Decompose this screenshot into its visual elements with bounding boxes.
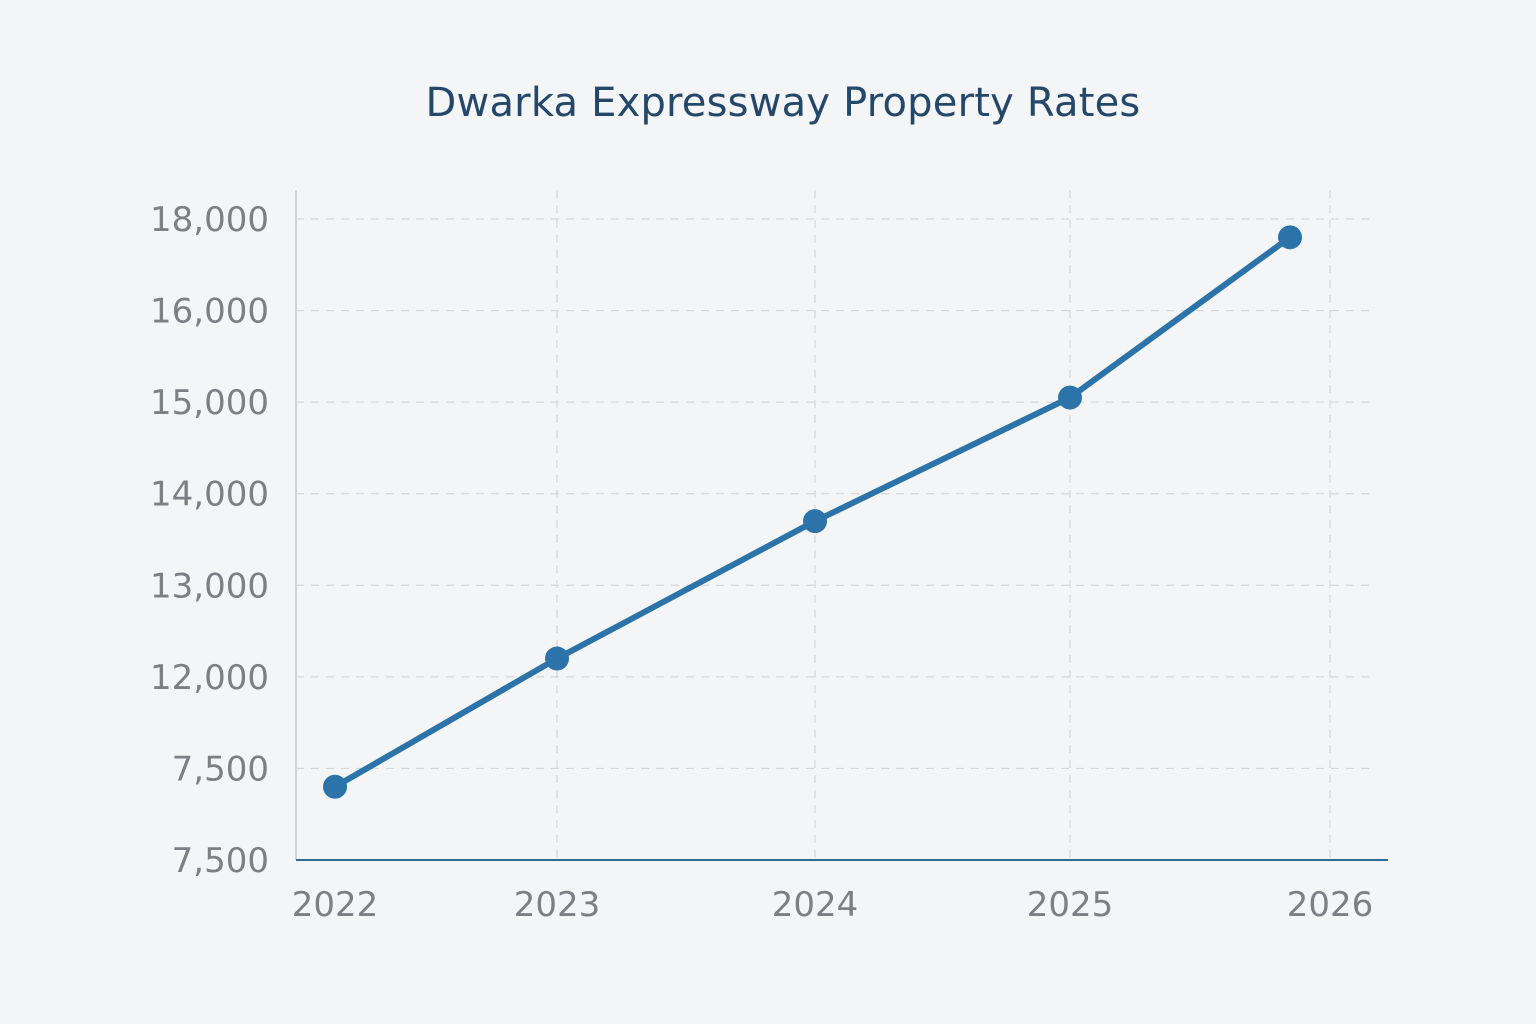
chart-title: Dwarka Expressway Property Rates: [425, 80, 1141, 126]
x-tick-label: 2023: [514, 885, 601, 925]
y-tick-label: 12,000: [150, 658, 269, 698]
y-tick-label: 14,000: [150, 475, 269, 515]
y-tick-label: 18,000: [150, 200, 269, 240]
x-tick-label: 2022: [292, 885, 379, 925]
x-tick-labels: 2022 2023 2024 2025 2026: [292, 885, 1374, 925]
data-point: [323, 774, 347, 799]
data-point: [803, 509, 827, 534]
x-tick-label: 2026: [1287, 885, 1374, 925]
y-tick-label: 7,500: [172, 749, 269, 789]
y-tick-label: 7,500: [172, 841, 269, 881]
data-point: [1278, 225, 1302, 250]
x-tick-label: 2024: [772, 885, 859, 925]
x-tick-label: 2025: [1027, 885, 1114, 925]
y-tick-label: 13,000: [150, 566, 269, 606]
data-series: [323, 225, 1302, 799]
data-point: [1058, 385, 1082, 410]
data-point: [545, 646, 569, 671]
gridlines: [296, 190, 1376, 860]
y-tick-label: 15,000: [150, 383, 269, 423]
y-tick-labels: 18,000 16,000 15,000 14,000 13,000 12,000 7,50…: [150, 200, 269, 881]
y-tick-label: 16,000: [150, 292, 269, 332]
axes: [295, 190, 1388, 861]
